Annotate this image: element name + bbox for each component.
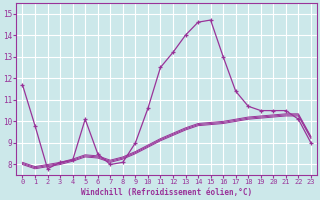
X-axis label: Windchill (Refroidissement éolien,°C): Windchill (Refroidissement éolien,°C) <box>81 188 252 197</box>
